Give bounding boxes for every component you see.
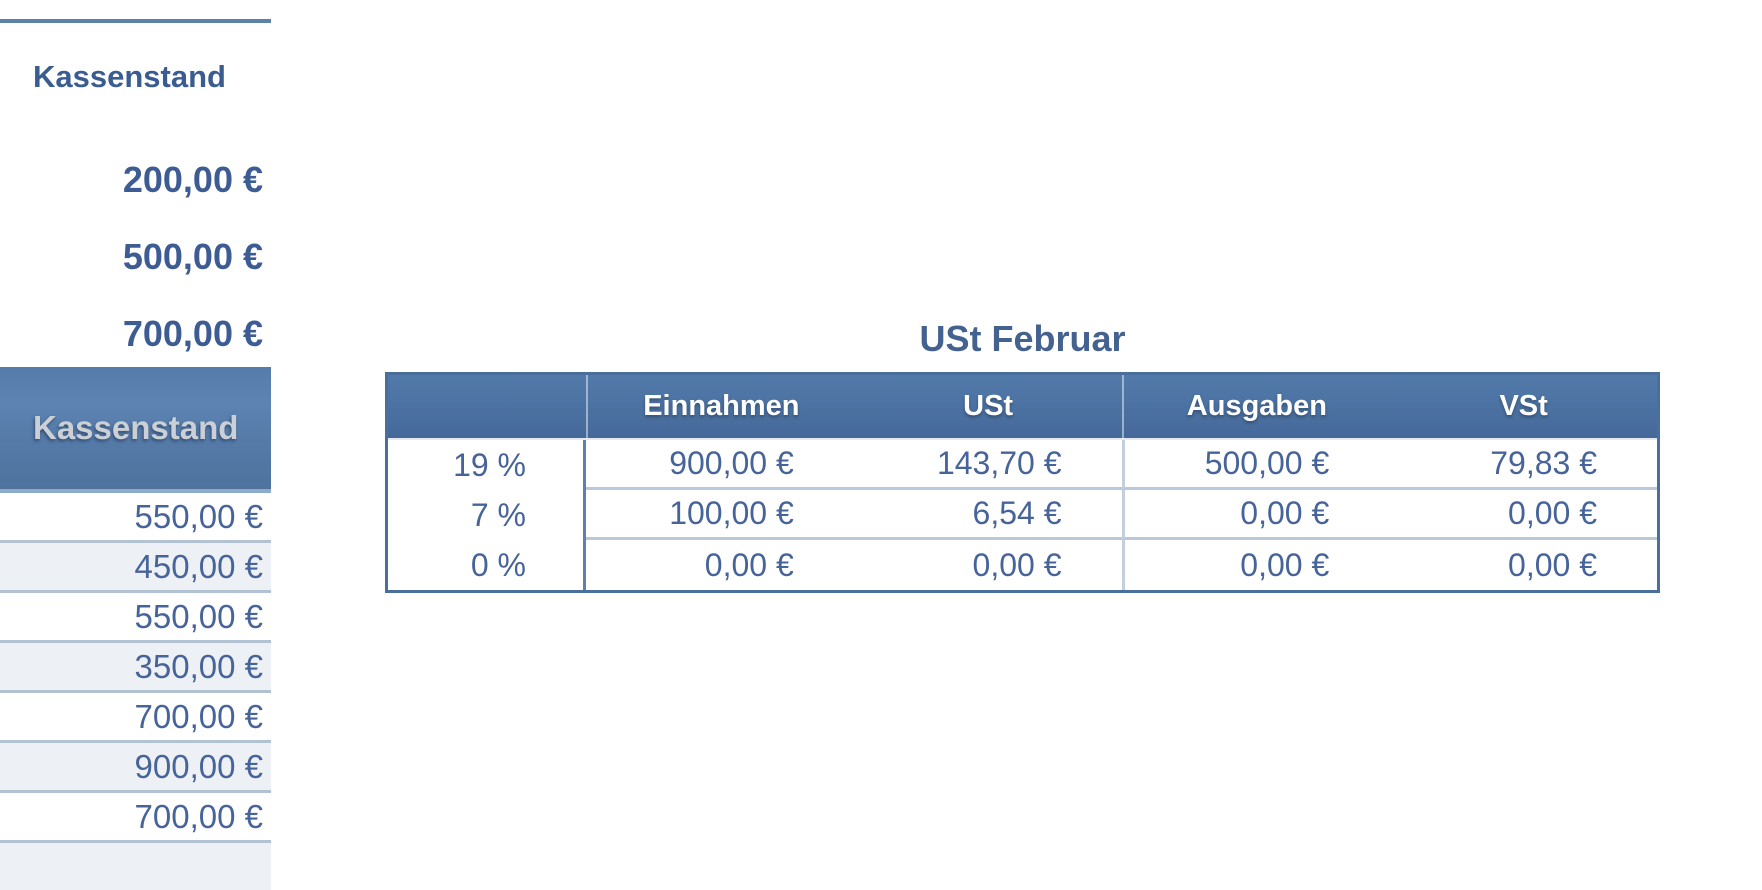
cash-table-header-label: Kassenstand <box>33 409 239 446</box>
cash-summary-cell[interactable]: 200,00 € <box>122 159 263 200</box>
cell-einnahmen[interactable]: 900,00 € <box>586 440 854 490</box>
header-cell-vst[interactable]: VSt <box>1499 390 1548 422</box>
cell-ausgaben[interactable]: 0,00 € <box>1121 490 1390 540</box>
ust-table-header-row: Einnahmen USt Ausgaben VSt <box>388 375 1657 440</box>
cell-einnahmen[interactable]: 100,00 € <box>586 490 854 540</box>
cash-row[interactable]: 550,00 € <box>0 593 271 643</box>
cell-vst[interactable]: 0,00 € <box>1389 540 1657 590</box>
panel-top-rule <box>0 19 271 23</box>
ust-table-body: 19 % 7 % 0 % 900,00 € 143,70 € 500,00 € … <box>388 440 1657 590</box>
rate-column: 19 % 7 % 0 % <box>388 440 586 590</box>
header-cell-ust[interactable]: USt <box>963 390 1014 422</box>
cash-summary-cell[interactable]: 500,00 € <box>122 236 263 277</box>
cash-row[interactable]: 350,00 € <box>0 643 271 693</box>
cell-einnahmen[interactable]: 0,00 € <box>586 540 854 590</box>
cash-table-header[interactable]: Kassenstand <box>0 367 271 493</box>
cash-rows-list: 550,00 € 450,00 € 550,00 € 350,00 € 700,… <box>0 493 271 890</box>
cash-row[interactable]: 900,00 € <box>0 743 271 793</box>
cash-row[interactable]: 700,00 € <box>0 793 271 843</box>
header-cell-rate[interactable] <box>388 375 586 438</box>
header-cell-einnahmen[interactable]: Einnahmen <box>586 375 855 438</box>
rate-cell[interactable]: 0 % <box>470 546 526 583</box>
cash-row[interactable]: 700,00 € <box>0 693 271 743</box>
value-grid: 900,00 € 143,70 € 500,00 € 79,83 € 100,0… <box>586 440 1657 590</box>
ust-table-title[interactable]: USt Februar <box>919 318 1126 359</box>
cell-vst[interactable]: 0,00 € <box>1389 490 1657 540</box>
cell-ust[interactable]: 0,00 € <box>853 540 1122 590</box>
cash-row[interactable]: 550,00 € <box>0 493 271 543</box>
cash-summary-cell[interactable]: 700,00 € <box>122 313 263 354</box>
header-cell-ausgaben[interactable]: Ausgaben <box>1121 375 1391 438</box>
cell-ust[interactable]: 143,70 € <box>853 440 1122 490</box>
cash-row[interactable]: 450,00 € <box>0 543 271 593</box>
cell-ausgaben[interactable]: 0,00 € <box>1121 540 1390 590</box>
cell-vst[interactable]: 79,83 € <box>1389 440 1657 490</box>
cash-balance-panel: Kassenstand 200,00 € 500,00 € 700,00 € K… <box>0 0 271 890</box>
cash-row-empty[interactable] <box>0 843 271 890</box>
cash-balance-title[interactable]: Kassenstand <box>33 59 226 94</box>
rate-cell[interactable]: 19 % <box>453 446 526 483</box>
rate-cell[interactable]: 7 % <box>470 496 526 533</box>
cell-ausgaben[interactable]: 500,00 € <box>1121 440 1390 490</box>
ust-table: Einnahmen USt Ausgaben VSt 19 % 7 % 0 % … <box>385 372 1660 593</box>
cell-ust[interactable]: 6,54 € <box>853 490 1122 540</box>
